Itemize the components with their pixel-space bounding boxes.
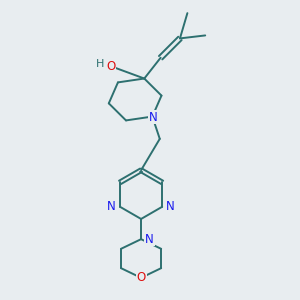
Text: H: H bbox=[95, 59, 104, 69]
Text: O: O bbox=[106, 60, 115, 73]
Text: N: N bbox=[166, 200, 175, 213]
Text: N: N bbox=[148, 111, 157, 124]
Text: N: N bbox=[107, 200, 116, 213]
Text: N: N bbox=[145, 233, 154, 246]
Text: O: O bbox=[136, 271, 146, 284]
